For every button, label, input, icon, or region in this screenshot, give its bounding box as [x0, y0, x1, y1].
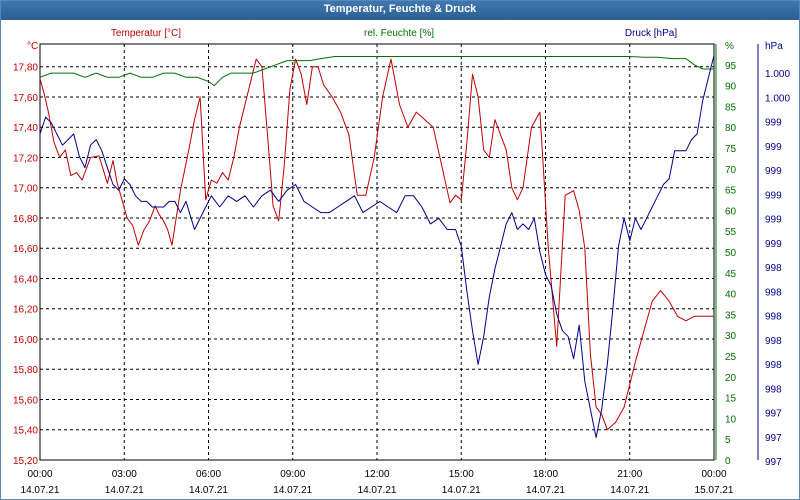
x-tick-date: 14.07.21 [21, 485, 60, 496]
temperature-tick-label: 16,20 [13, 305, 38, 316]
pressure-tick-label: 998 [765, 263, 782, 274]
pressure-tick-label: 998 [765, 336, 782, 347]
humidity-tick-label: 35 [725, 310, 737, 321]
x-tick-time: 00:00 [701, 469, 726, 480]
x-tick-time: 18:00 [533, 469, 558, 480]
humidity-tick-label: 30 [725, 331, 737, 342]
humidity-tick-label: 25 [725, 352, 737, 363]
pressure-tick-label: 997 [765, 433, 782, 444]
x-tick-date: 14.07.21 [526, 485, 565, 496]
pressure-tick-label: 1.000 [765, 69, 790, 80]
pressure-tick-label: 999 [765, 166, 782, 177]
pressure-unit: hPa [765, 41, 783, 52]
temperature-tick-label: 15,40 [13, 426, 38, 437]
axis-labels: 00:00 14.07.21 03:00 14.07.21 06:00 14.07.21 0… [13, 28, 790, 496]
pressure-tick-label: 999 [765, 142, 782, 153]
x-tick-date: 14.07.21 [105, 485, 144, 496]
pressure-tick-label: 998 [765, 360, 782, 371]
temperature-line [39, 58, 714, 431]
humidity-tick-label: 45 [725, 269, 737, 280]
x-tick-date: 14.07.21 [442, 485, 481, 496]
plot-frame [39, 43, 715, 461]
humidity-tick-label: 10 [725, 414, 737, 425]
x-tick-date: 14.07.21 [610, 485, 649, 496]
temperature-tick-label: 16,60 [13, 244, 38, 255]
temperature-tick-label: 17,80 [13, 63, 38, 74]
temperature-tick-label: 16,40 [13, 274, 38, 285]
humidity-tick-label: 55 [725, 227, 737, 238]
temperature-tick-label: 15,80 [13, 365, 38, 376]
humidity-tick-label: 85 [725, 102, 737, 113]
temperature-axis-title: Temperatur [°C] [111, 28, 181, 39]
humidity-unit: % [725, 41, 734, 52]
temperature-tick-label: 15,60 [13, 395, 38, 406]
temperature-tick-label: 17,00 [13, 184, 38, 195]
x-tick-time: 03:00 [112, 469, 137, 480]
humidity-tick-label: 15 [725, 394, 737, 405]
humidity-tick-label: 20 [725, 373, 737, 384]
humidity-tick-label: 80 [725, 123, 737, 134]
x-tick-time: 00:00 [27, 469, 52, 480]
axes [39, 43, 759, 461]
humidity-tick-label: 50 [725, 248, 737, 259]
temperature-tick-label: 17,60 [13, 93, 38, 104]
humidity-tick-label: 0 [725, 456, 731, 467]
pressure-line [39, 55, 715, 438]
x-tick-time: 09:00 [280, 469, 305, 480]
temperature-tick-label: 16,00 [13, 335, 38, 346]
x-tick-date: 14.07.21 [358, 485, 397, 496]
humidity-tick-label: 75 [725, 144, 737, 155]
temperature-tick-label: 17,20 [13, 153, 38, 164]
x-tick-time: 06:00 [196, 469, 221, 480]
temperature-tick-label: 16,80 [13, 214, 38, 225]
temperature-tick-label: 17,40 [13, 123, 38, 134]
humidity-tick-label: 40 [725, 290, 737, 301]
humidity-axis-title: rel. Feuchte [%] [364, 28, 434, 39]
x-tick-date: 14.07.21 [189, 485, 228, 496]
pressure-tick-label: 998 [765, 312, 782, 323]
pressure-axis-title: Druck [hPa] [625, 28, 677, 39]
humidity-tick-label: 90 [725, 82, 737, 93]
chart-title: Temperatur, Feuchte & Druck [323, 3, 477, 15]
temperature-unit: °C [27, 41, 38, 52]
series-lines [39, 55, 715, 438]
pressure-tick-label: 999 [765, 239, 782, 250]
x-tick-time: 15:00 [449, 469, 474, 480]
pressure-tick-label: 997 [765, 457, 782, 468]
pressure-tick-label: 1.000 [765, 93, 790, 104]
pressure-tick-label: 997 [765, 409, 782, 420]
x-tick-time: 12:00 [364, 469, 389, 480]
pressure-tick-label: 999 [765, 215, 782, 226]
humidity-tick-label: 95 [725, 61, 737, 72]
pressure-tick-label: 998 [765, 384, 782, 395]
grid [40, 44, 714, 461]
pressure-tick-label: 999 [765, 118, 782, 129]
pressure-tick-label: 999 [765, 190, 782, 201]
title-bar: Temperatur, Feuchte & Druck [1, 1, 799, 20]
x-tick-time: 21:00 [617, 469, 642, 480]
temperature-tick-label: 15,20 [13, 456, 38, 467]
x-tick-date: 14.07.21 [273, 485, 312, 496]
humidity-tick-label: 5 [725, 435, 731, 446]
humidity-line [39, 56, 714, 87]
humidity-tick-label: 70 [725, 165, 737, 176]
pressure-tick-label: 998 [765, 287, 782, 298]
humidity-tick-label: 60 [725, 206, 737, 217]
humidity-tick-label: 65 [725, 186, 737, 197]
x-tick-date: 15.07.21 [695, 485, 734, 496]
